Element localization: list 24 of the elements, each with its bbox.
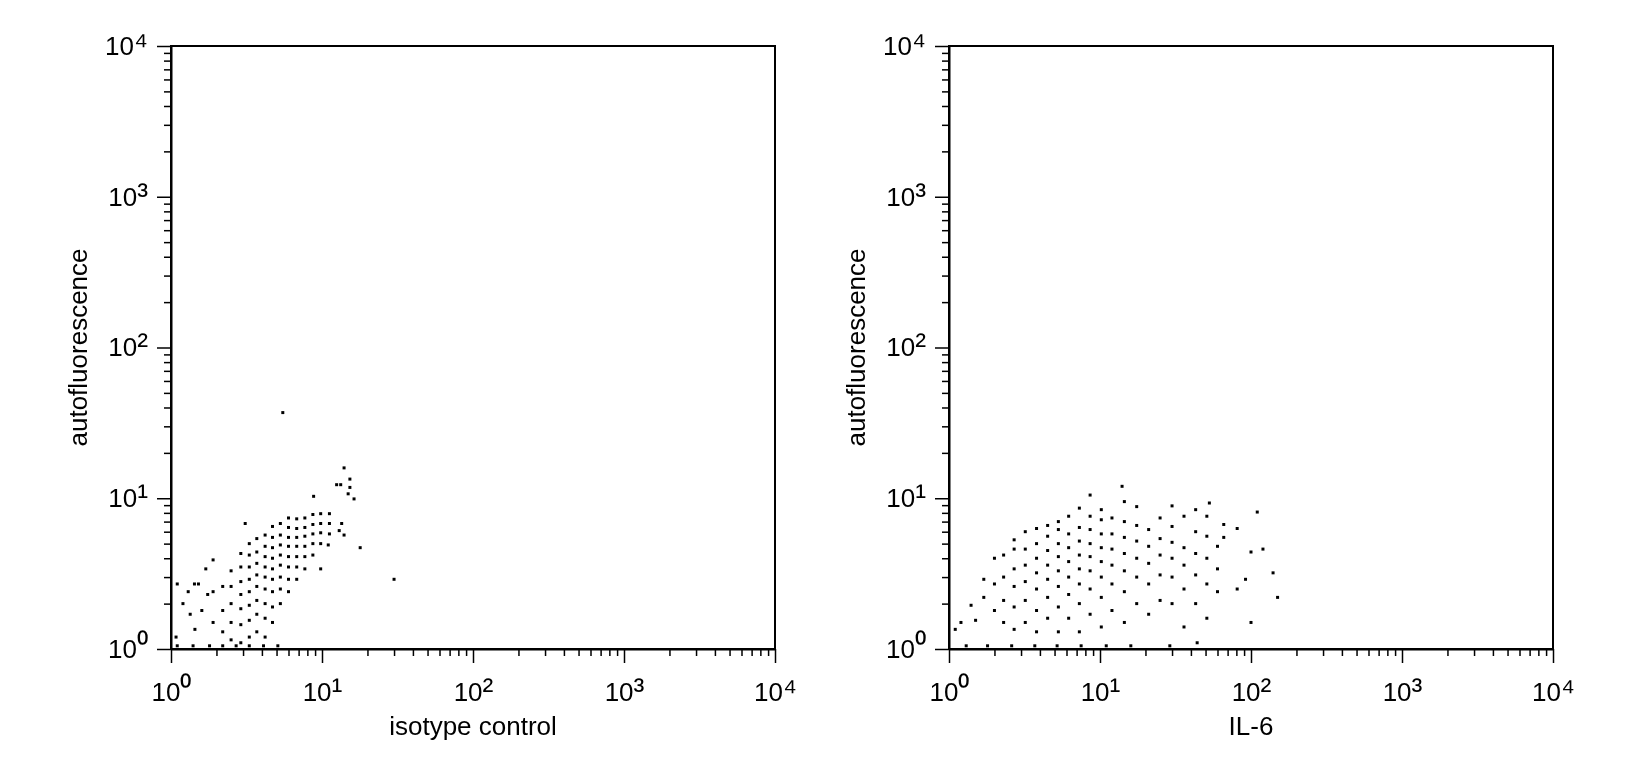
- y-tick-label: 10⁴: [883, 25, 926, 62]
- x-tick-label: 10³: [1382, 672, 1423, 709]
- y-tick-label: 10³: [108, 176, 149, 213]
- y-tick-label: 10⁴: [105, 25, 148, 62]
- x-tick-label: 10¹: [302, 672, 343, 709]
- y-axis-title: autofluorescence: [63, 248, 94, 447]
- y-tick-label: 10⁰: [108, 628, 148, 665]
- x-tick-label: 10²: [1231, 672, 1272, 709]
- x-tick-label: 10⁴: [754, 672, 797, 709]
- y-tick-label: 10⁰: [886, 628, 926, 665]
- y-tick-label: 10¹: [886, 478, 927, 515]
- x-tick-label: 10⁴: [1532, 672, 1575, 709]
- x-tick-label: 10⁰: [929, 672, 970, 709]
- y-tick-label: 10²: [886, 327, 927, 364]
- y-tick-label: 10³: [886, 176, 927, 213]
- x-axis-title: isotype control: [389, 711, 557, 741]
- x-tick-label: 10⁰: [151, 672, 192, 709]
- y-tick-label: 10¹: [108, 478, 149, 515]
- x-tick-label: 10¹: [1080, 672, 1121, 709]
- x-tick-label: 10²: [453, 672, 494, 709]
- y-axis-title: autofluorescence: [841, 248, 872, 447]
- x-tick-label: 10³: [604, 672, 645, 709]
- x-axis-title: IL-6: [1228, 711, 1274, 741]
- y-tick-label: 10²: [108, 327, 149, 364]
